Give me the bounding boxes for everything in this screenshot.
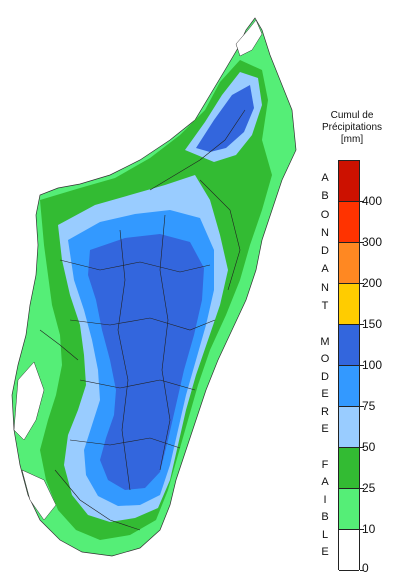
legend-tick-label: 200 (362, 276, 383, 290)
zone-100-150 (88, 234, 204, 490)
legend-swatch (339, 243, 359, 284)
legend-category-letter: B (321, 190, 329, 203)
no-rain-zone (21, 469, 57, 521)
legend-category-letter: O (320, 208, 330, 221)
zone-100-150 (196, 85, 254, 152)
legend-title-line3: [mm] (340, 134, 364, 145)
legend-category-letter: A (321, 172, 329, 185)
legend-category-letter: E (321, 546, 329, 559)
legend-tick-label: 150 (362, 317, 383, 331)
legend-color-bar (338, 160, 360, 571)
legend-category-letter: O (320, 353, 330, 366)
legend-tick-label: 50 (362, 440, 376, 454)
rainfall-map (11, 17, 297, 557)
legend-tick-mark (360, 242, 364, 243)
legend-category-letter: D (321, 245, 329, 258)
no-rain-zone (235, 19, 263, 57)
legend-swatch (339, 161, 359, 202)
legend-category-letter: N (321, 226, 329, 239)
legend-swatch (339, 202, 359, 243)
legend-category-letter: I (323, 493, 327, 506)
legend-tick-mark (360, 529, 364, 530)
legend-swatch (339, 448, 359, 489)
legend-tick-mark (360, 283, 364, 284)
legend-tick-label: 25 (362, 481, 376, 495)
no-rain-zone (13, 361, 45, 441)
legend-category-letter: E (321, 388, 329, 401)
legend-tick-mark (360, 365, 364, 366)
legend-category-letter: A (321, 476, 329, 489)
legend-category-letter: T (321, 299, 329, 312)
legend-tick-label: 400 (362, 194, 383, 208)
legend-title-line2: Précipitations (321, 122, 383, 133)
legend-tick-mark (360, 324, 364, 325)
legend-category-letter: F (321, 458, 329, 471)
legend-category-letter: L (321, 528, 329, 541)
legend-tick-mark (360, 570, 364, 571)
district-boundaries (39, 109, 246, 531)
legend-swatch (339, 407, 359, 448)
legend-category-letter: M (320, 335, 330, 348)
legend-swatch (339, 284, 359, 325)
legend-tick-mark (360, 447, 364, 448)
legend-category-letter: B (321, 511, 329, 524)
legend-swatch (339, 530, 359, 571)
legend-swatch (339, 366, 359, 407)
legend-tick-mark (360, 201, 364, 202)
legend-title: Cumul de Précipitations [mm] (312, 110, 392, 146)
legend-swatch (339, 325, 359, 366)
legend-category-letter: D (321, 370, 329, 383)
legend-tick-label: 0 (362, 561, 369, 575)
legend-tick-mark (360, 488, 364, 489)
legend-category-letter: R (321, 405, 329, 418)
legend-tick-label: 75 (362, 399, 376, 413)
legend-category-letter: E (321, 423, 329, 436)
legend-tick-label: 100 (362, 358, 383, 372)
legend-title-line1: Cumul de (330, 110, 374, 121)
legend-tick-label: 10 (362, 522, 376, 536)
legend-category-letter: A (321, 263, 329, 276)
legend-tick-label: 300 (362, 235, 383, 249)
legend-swatch (339, 489, 359, 530)
legend-tick-mark (360, 406, 364, 407)
legend-category-letter: N (321, 281, 329, 294)
